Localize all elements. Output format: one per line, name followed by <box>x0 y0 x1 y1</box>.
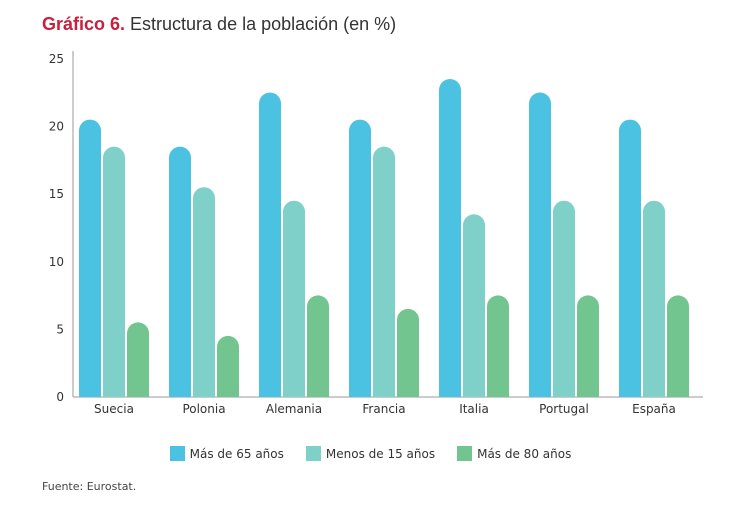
y-tick-label: 10 <box>49 255 64 269</box>
bar <box>307 295 329 397</box>
y-tick-label: 25 <box>49 52 64 66</box>
bar-base <box>487 386 509 397</box>
bar <box>103 146 125 397</box>
bar-base <box>397 386 419 397</box>
chart-title: Gráfico 6. Estructura de la población (e… <box>42 14 396 35</box>
bar <box>79 119 101 397</box>
bar <box>259 92 281 397</box>
x-tick-label: Portugal <box>539 402 589 416</box>
legend-item: Menos de 15 años <box>305 446 436 461</box>
source-note: Fuente: Eurostat. <box>42 480 137 493</box>
bar <box>397 308 419 397</box>
bar <box>373 146 395 397</box>
bar <box>553 200 575 397</box>
bar <box>529 92 551 397</box>
y-tick-label: 20 <box>49 120 64 134</box>
bar-base <box>529 386 551 397</box>
x-tick-label: Alemania <box>266 402 322 416</box>
legend-item: Más de 65 años <box>169 446 284 461</box>
bar-base <box>103 386 125 397</box>
x-tick-label: Suecia <box>94 402 134 416</box>
bar <box>577 295 599 397</box>
bar-base <box>439 386 461 397</box>
legend-label: Más de 80 años <box>477 446 572 461</box>
bar-base <box>169 386 191 397</box>
legend-label: Más de 65 años <box>189 446 284 461</box>
x-tick-label: España <box>632 402 676 416</box>
bar <box>643 200 665 397</box>
legend-swatch <box>305 446 321 461</box>
bar-base <box>217 386 239 397</box>
bar <box>283 200 305 397</box>
bar-base <box>577 386 599 397</box>
bar-base <box>643 386 665 397</box>
bar-base <box>259 386 281 397</box>
x-tick-label: Italia <box>459 402 489 416</box>
bar-base <box>463 386 485 397</box>
bar-base <box>193 386 215 397</box>
bar-base <box>283 386 305 397</box>
bar <box>439 79 461 397</box>
bar <box>193 187 215 397</box>
y-tick-label: 15 <box>49 187 64 201</box>
bar <box>487 295 509 397</box>
bar-base <box>349 386 371 397</box>
bar-base <box>373 386 395 397</box>
legend-label: Menos de 15 años <box>325 446 436 461</box>
bar <box>127 322 149 397</box>
bar-base <box>79 386 101 397</box>
bar-base <box>619 386 641 397</box>
chart-number: Gráfico 6. <box>42 14 126 34</box>
legend: Más de 65 años Menos de 15 años Más de 80 … <box>0 446 741 461</box>
bar-base <box>553 386 575 397</box>
bar-base <box>307 386 329 397</box>
bar-base <box>667 386 689 397</box>
chart-title-text: Estructura de la población (en %) <box>125 14 397 34</box>
x-tick-label: Polonia <box>182 402 225 416</box>
bar-chart: 0 5 10 15 20 25 Suecia Polonia Alemania Francia It… <box>49 51 703 416</box>
legend-swatch <box>169 446 185 461</box>
bar <box>349 119 371 397</box>
y-tick-label: 0 <box>56 390 64 404</box>
legend-item: Más de 80 años <box>457 446 571 461</box>
bar <box>217 335 239 397</box>
bar <box>463 214 485 397</box>
bar-base <box>127 386 149 397</box>
x-tick-label: Francia <box>362 402 405 416</box>
y-tick-label: 5 <box>56 322 64 336</box>
bar <box>667 295 689 397</box>
bar <box>619 119 641 397</box>
bar <box>169 146 191 397</box>
legend-swatch <box>457 446 473 461</box>
